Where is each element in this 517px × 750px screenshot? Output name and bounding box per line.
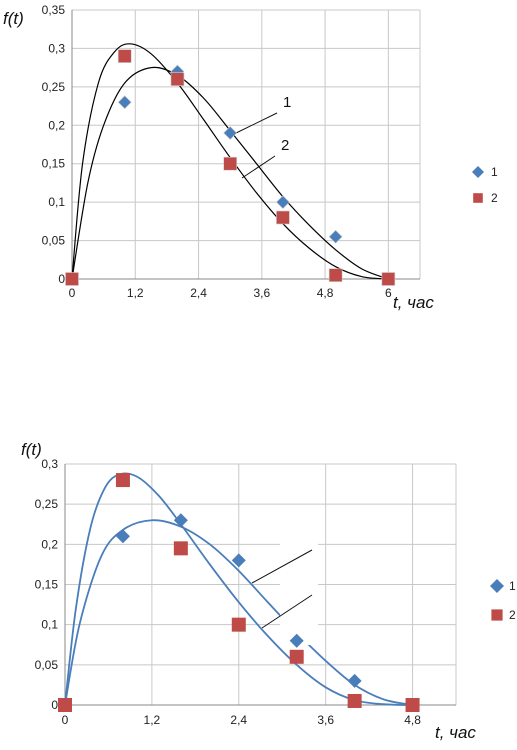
series-1-point — [347, 673, 362, 688]
callout-line-1 — [251, 549, 313, 584]
series-1-point — [289, 633, 304, 648]
callout-line-2 — [261, 594, 313, 629]
series-1-point — [173, 513, 188, 528]
callout-label-2: 2 — [281, 137, 289, 154]
chart-2: 0 0,05 0,1 0,15 0,2 0,25 0,3 0 1,2 2,4 3,6 4,8 f(t) t… — [21, 440, 516, 742]
y-tick-label: 0,1 — [48, 195, 65, 209]
x-tick-label: 2,4 — [230, 713, 247, 727]
series-2-point — [381, 272, 396, 286]
legend-label-2: 2 — [491, 191, 498, 205]
x-tick-label: 1,2 — [144, 713, 161, 727]
x-tick-label: 0 — [62, 713, 69, 727]
y-axis-label: f(t) — [21, 440, 42, 459]
curve-1 — [71, 66, 389, 280]
series-2-point — [58, 698, 72, 712]
y-tick-label: 0 — [58, 272, 65, 286]
callout-line-1 — [231, 112, 278, 136]
series-1-point — [231, 553, 246, 568]
series-2-point — [170, 72, 185, 86]
legend-label-2: 2 — [509, 608, 516, 622]
x-tick-label: 3,6 — [253, 286, 270, 300]
x-tick-label: 0 — [69, 286, 76, 300]
series-2-point — [328, 268, 343, 282]
y-tick-label: 0,25 — [35, 497, 59, 511]
series-1-point — [117, 95, 132, 110]
series-2-point — [405, 698, 420, 712]
curve-2 — [64, 472, 413, 706]
series-1-point — [223, 126, 238, 140]
series-1-point — [275, 195, 290, 210]
legend-marker-1 — [472, 166, 484, 178]
series-2-point — [231, 617, 246, 632]
series-2-point — [276, 210, 290, 225]
series-2-point — [223, 156, 237, 171]
legend-label-1: 1 — [491, 165, 498, 179]
y-tick-label: 0 — [51, 698, 58, 712]
series-1-point — [328, 229, 343, 244]
y-tick-label: 0,35 — [42, 3, 66, 17]
y-tick-label: 0,05 — [35, 658, 59, 672]
y-tick-label: 0,05 — [42, 234, 66, 248]
mask-box — [280, 520, 318, 645]
y-tick-label: 0,15 — [35, 578, 59, 592]
series-2-point — [347, 693, 362, 708]
y-tick-label: 0,3 — [41, 457, 58, 471]
x-axis-label: t, час — [435, 723, 476, 742]
x-tick-label: 3,6 — [317, 713, 334, 727]
legend-marker-2 — [491, 609, 503, 621]
series-2-point — [115, 473, 130, 488]
y-tick-label: 0,15 — [42, 157, 66, 171]
legend-marker-2 — [473, 193, 483, 203]
x-axis-label: t, час — [393, 293, 434, 312]
y-tick-label: 0,25 — [42, 80, 66, 94]
x-tick-label: 2,4 — [190, 286, 207, 300]
series-1-point — [115, 529, 130, 544]
y-tick-label: 0,3 — [48, 41, 65, 55]
x-tick-label: 1,2 — [127, 286, 144, 300]
series-2-point — [173, 541, 188, 556]
curve-2 — [71, 43, 389, 280]
series-2-point — [65, 272, 79, 286]
y-tick-label: 0,1 — [41, 618, 58, 632]
x-tick-label: 4,8 — [404, 713, 421, 727]
callout-line-2 — [241, 155, 276, 179]
series-2-point — [117, 49, 132, 63]
y-tick-label: 0,2 — [41, 537, 58, 551]
chart-1: 0 0,05 0,1 0,15 0,2 0,25 0,3 0,35 0 1,2 2,4 3,6 4,8 6… — [3, 3, 498, 312]
series-2-point — [289, 649, 304, 664]
x-tick-label: 4,8 — [317, 286, 334, 300]
callout-label-1: 1 — [283, 94, 291, 111]
y-tick-label: 0,2 — [48, 118, 65, 132]
legend-marker-1 — [490, 579, 504, 593]
y-axis-label: f(t) — [3, 9, 24, 28]
legend-label-1: 1 — [509, 579, 516, 593]
x-tick-label: 6 — [385, 286, 392, 300]
